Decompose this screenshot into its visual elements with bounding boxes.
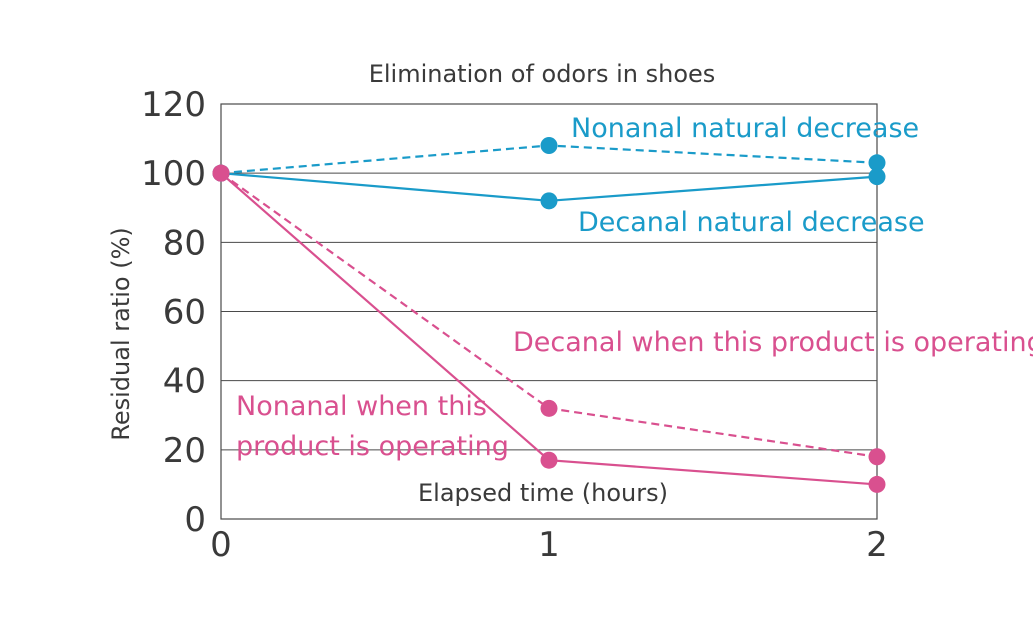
plot-frame bbox=[220, 103, 878, 520]
data-point bbox=[868, 475, 886, 493]
series-label: Nonanal natural decrease bbox=[571, 113, 919, 144]
series-label: product is operating bbox=[236, 431, 509, 462]
data-point bbox=[540, 192, 558, 210]
series bbox=[212, 137, 886, 493]
data-point bbox=[540, 451, 558, 469]
y-tick-label: 20 bbox=[163, 431, 206, 471]
data-point bbox=[540, 399, 558, 417]
data-point bbox=[868, 168, 886, 186]
chart-title: Elimination of odors in shoes bbox=[369, 60, 716, 88]
y-tick-label: 60 bbox=[163, 293, 206, 333]
series-labels: Nonanal natural decrease Decanal natural … bbox=[236, 113, 1033, 462]
x-tick-label: 0 bbox=[210, 525, 232, 565]
series-label: Nonanal when this bbox=[236, 391, 487, 422]
data-point bbox=[868, 448, 886, 466]
x-tick-label: 1 bbox=[538, 525, 560, 565]
y-tick-label: 0 bbox=[184, 500, 206, 540]
y-axis-label: Residual ratio (%) bbox=[107, 227, 135, 440]
y-tick-label: 120 bbox=[141, 85, 206, 125]
data-point bbox=[540, 137, 558, 154]
grid bbox=[221, 172, 877, 451]
x-tick-labels: 0 1 2 bbox=[210, 525, 888, 565]
y-tick-label: 100 bbox=[141, 154, 206, 194]
data-point bbox=[212, 164, 230, 182]
series-label: Decanal when this product is operating bbox=[513, 327, 1033, 358]
y-tick-label: 40 bbox=[163, 362, 206, 402]
y-tick-label: 80 bbox=[163, 223, 206, 263]
x-axis-label: Elapsed time (hours) bbox=[418, 479, 668, 507]
series-label: Decanal natural decrease bbox=[578, 207, 925, 238]
x-tick-label: 2 bbox=[866, 525, 888, 565]
data-point bbox=[868, 154, 886, 172]
y-tick-labels: 0 20 40 60 80 100 120 bbox=[141, 85, 206, 540]
